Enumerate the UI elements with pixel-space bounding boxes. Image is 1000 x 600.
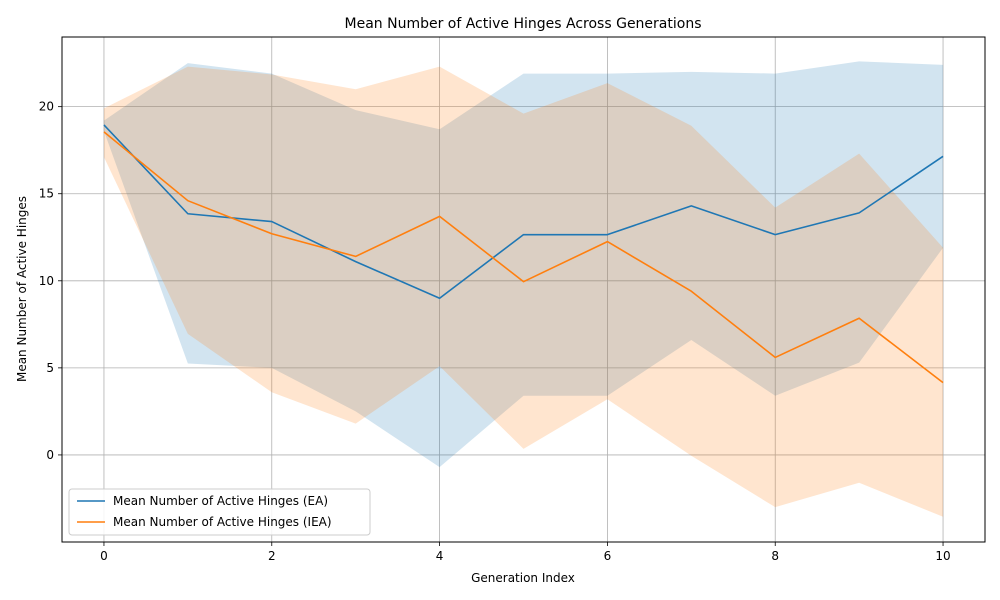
legend-label-1: Mean Number of Active Hinges (EA): [113, 494, 328, 508]
axes-frame: [61, 36, 986, 543]
confidence-bands: [103, 61, 944, 517]
x-tick-label: 2: [268, 549, 276, 563]
x-tick-label: 0: [100, 549, 108, 563]
y-axis-ticks: 0 5 10 15 20: [39, 100, 62, 462]
grid: [62, 37, 985, 542]
series-lines: [103, 124, 944, 384]
line-series-2: [103, 131, 944, 384]
band-series-1: [103, 61, 944, 468]
y-tick-label: 20: [39, 100, 54, 114]
y-axis-label: Mean Number of Active Hinges: [15, 196, 29, 382]
plot-area: [61, 36, 986, 543]
line-series-1: [103, 124, 944, 300]
y-tick-label: 0: [46, 448, 54, 462]
x-axis-label: Generation Index: [471, 571, 575, 585]
chart-title: Mean Number of Active Hinges Across Gene…: [345, 16, 702, 32]
y-tick-label: 5: [46, 361, 54, 375]
x-axis-ticks: 0 2 4 6 8 10: [100, 542, 951, 563]
legend: Mean Number of Active Hinges (EA) Mean Nu…: [68, 488, 371, 536]
x-tick-label: 4: [436, 549, 444, 563]
band-series-2: [103, 66, 944, 517]
x-tick-label: 8: [771, 549, 779, 563]
y-tick-label: 15: [39, 187, 54, 201]
legend-box: [68, 488, 371, 536]
y-tick-label: 10: [39, 274, 54, 288]
x-tick-label: 10: [935, 549, 950, 563]
legend-label-2: Mean Number of Active Hinges (IEA): [113, 515, 332, 529]
x-tick-label: 6: [604, 549, 612, 563]
